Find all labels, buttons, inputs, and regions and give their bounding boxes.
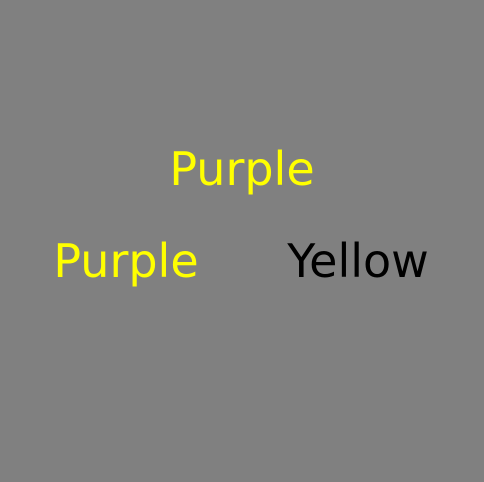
left-color-word: Purple	[53, 234, 199, 288]
top-color-word: Purple	[169, 142, 315, 196]
right-color-word: Yellow	[287, 234, 429, 288]
